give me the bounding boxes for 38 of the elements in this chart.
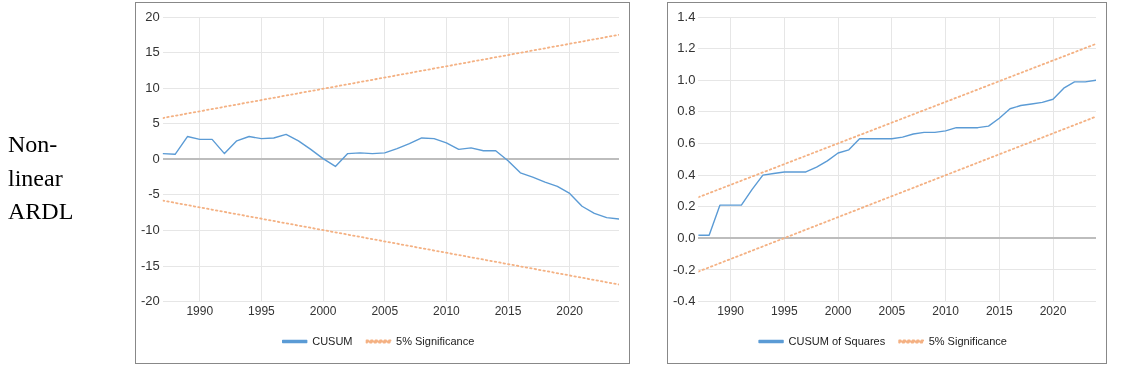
y-tick-label: -20 — [140, 293, 160, 309]
x-tick-label: 2020 — [1039, 304, 1067, 319]
y-tick-label: 1.0 — [677, 71, 696, 87]
x-tick-label: 1995 — [248, 304, 276, 319]
legend-label: 5% Significance — [928, 334, 1007, 347]
x-tick-label: 1995 — [771, 304, 799, 319]
y-tick-label: 20 — [145, 8, 160, 24]
legend-label: CUSUM — [312, 334, 353, 347]
y-tick-label: 15 — [145, 44, 160, 60]
x-tick-label: 2020 — [556, 304, 584, 319]
y-tick-label: -5 — [148, 186, 160, 202]
y-tick-label: 1.4 — [677, 8, 696, 24]
x-tick-label: 2010 — [433, 304, 461, 319]
y-tick-label: -15 — [140, 257, 160, 273]
x-tick-label: 1990 — [717, 304, 745, 319]
x-tick-label: 2005 — [878, 304, 906, 319]
y-tick-label: -0.2 — [672, 261, 696, 277]
y-tick-label: 0.4 — [677, 166, 696, 182]
x-tick-label: 2010 — [932, 304, 960, 319]
y-tick-label: 10 — [145, 79, 160, 95]
legend-label: CUSUM of Squares — [788, 334, 886, 347]
legend-label: 5% Significance — [396, 334, 475, 347]
x-tick-label: 2015 — [494, 304, 522, 319]
y-tick-label: 1.2 — [677, 40, 696, 56]
x-tick-label: 2000 — [309, 304, 337, 319]
y-tick-label: 0.8 — [677, 103, 696, 119]
y-tick-label: -10 — [140, 222, 160, 238]
text: Non-linear ARDL — [8, 130, 75, 227]
y-tick-label: -0.4 — [672, 293, 696, 309]
x-tick-label: 2015 — [985, 304, 1013, 319]
y-tick-label: 0.2 — [677, 198, 696, 214]
x-tick-label: 1990 — [186, 304, 214, 319]
y-tick-label: 5 — [152, 115, 160, 131]
x-tick-label: 2000 — [824, 304, 852, 319]
y-tick-label: 0.0 — [677, 229, 696, 245]
x-tick-label: 2005 — [371, 304, 399, 319]
y-tick-label: 0.6 — [677, 135, 696, 151]
y-tick-label: 0 — [152, 150, 160, 166]
